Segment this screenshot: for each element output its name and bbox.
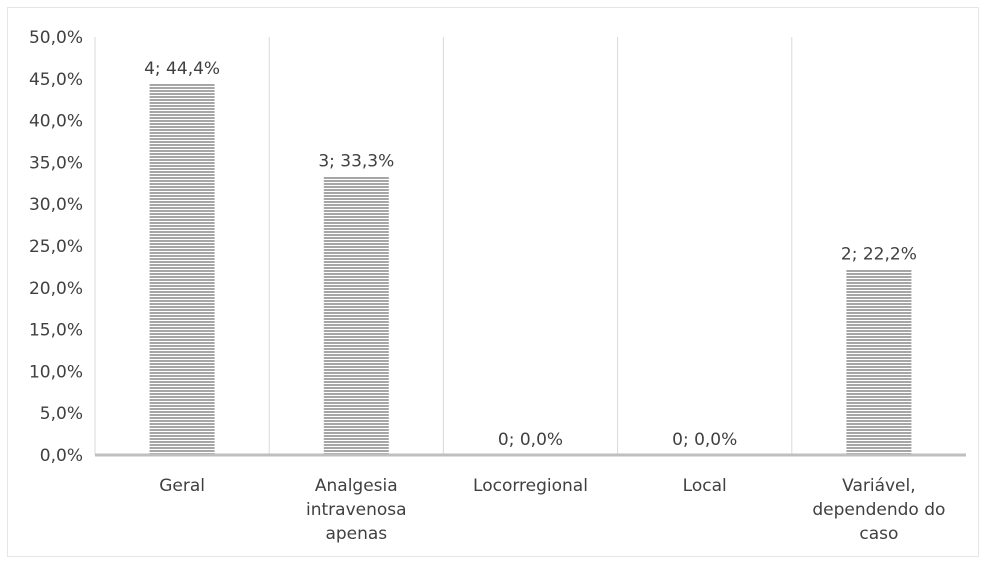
y-tick-label: 40,0%: [29, 112, 83, 132]
y-tick-label: 50,0%: [29, 28, 83, 48]
category-label: Local: [683, 476, 727, 496]
category-label: Analgesia intravenosa apenas: [306, 476, 407, 544]
data-label: 2; 22,2%: [841, 244, 917, 264]
y-tick-label: 0,0%: [40, 446, 83, 466]
y-tick-label: 10,0%: [29, 362, 83, 382]
y-tick-label: 20,0%: [29, 279, 83, 299]
y-tick-label: 5,0%: [40, 404, 83, 424]
category-label: Variável, dependendo do caso: [812, 476, 945, 544]
y-tick-label: 25,0%: [29, 237, 83, 257]
data-label: 0; 0,0%: [672, 430, 737, 450]
y-tick-label: 15,0%: [29, 321, 83, 341]
bar: [149, 83, 215, 455]
y-tick-label: 45,0%: [29, 70, 83, 90]
category-label: Geral: [159, 476, 205, 496]
data-label: 0; 0,0%: [498, 430, 563, 450]
bar: [846, 269, 912, 455]
y-tick-label: 35,0%: [29, 153, 83, 173]
data-label: 4; 44,4%: [144, 59, 220, 79]
bar: [323, 176, 389, 455]
category-label: Locorregional: [473, 476, 588, 496]
y-tick-label: 30,0%: [29, 195, 83, 215]
data-label: 3; 33,3%: [318, 152, 394, 172]
